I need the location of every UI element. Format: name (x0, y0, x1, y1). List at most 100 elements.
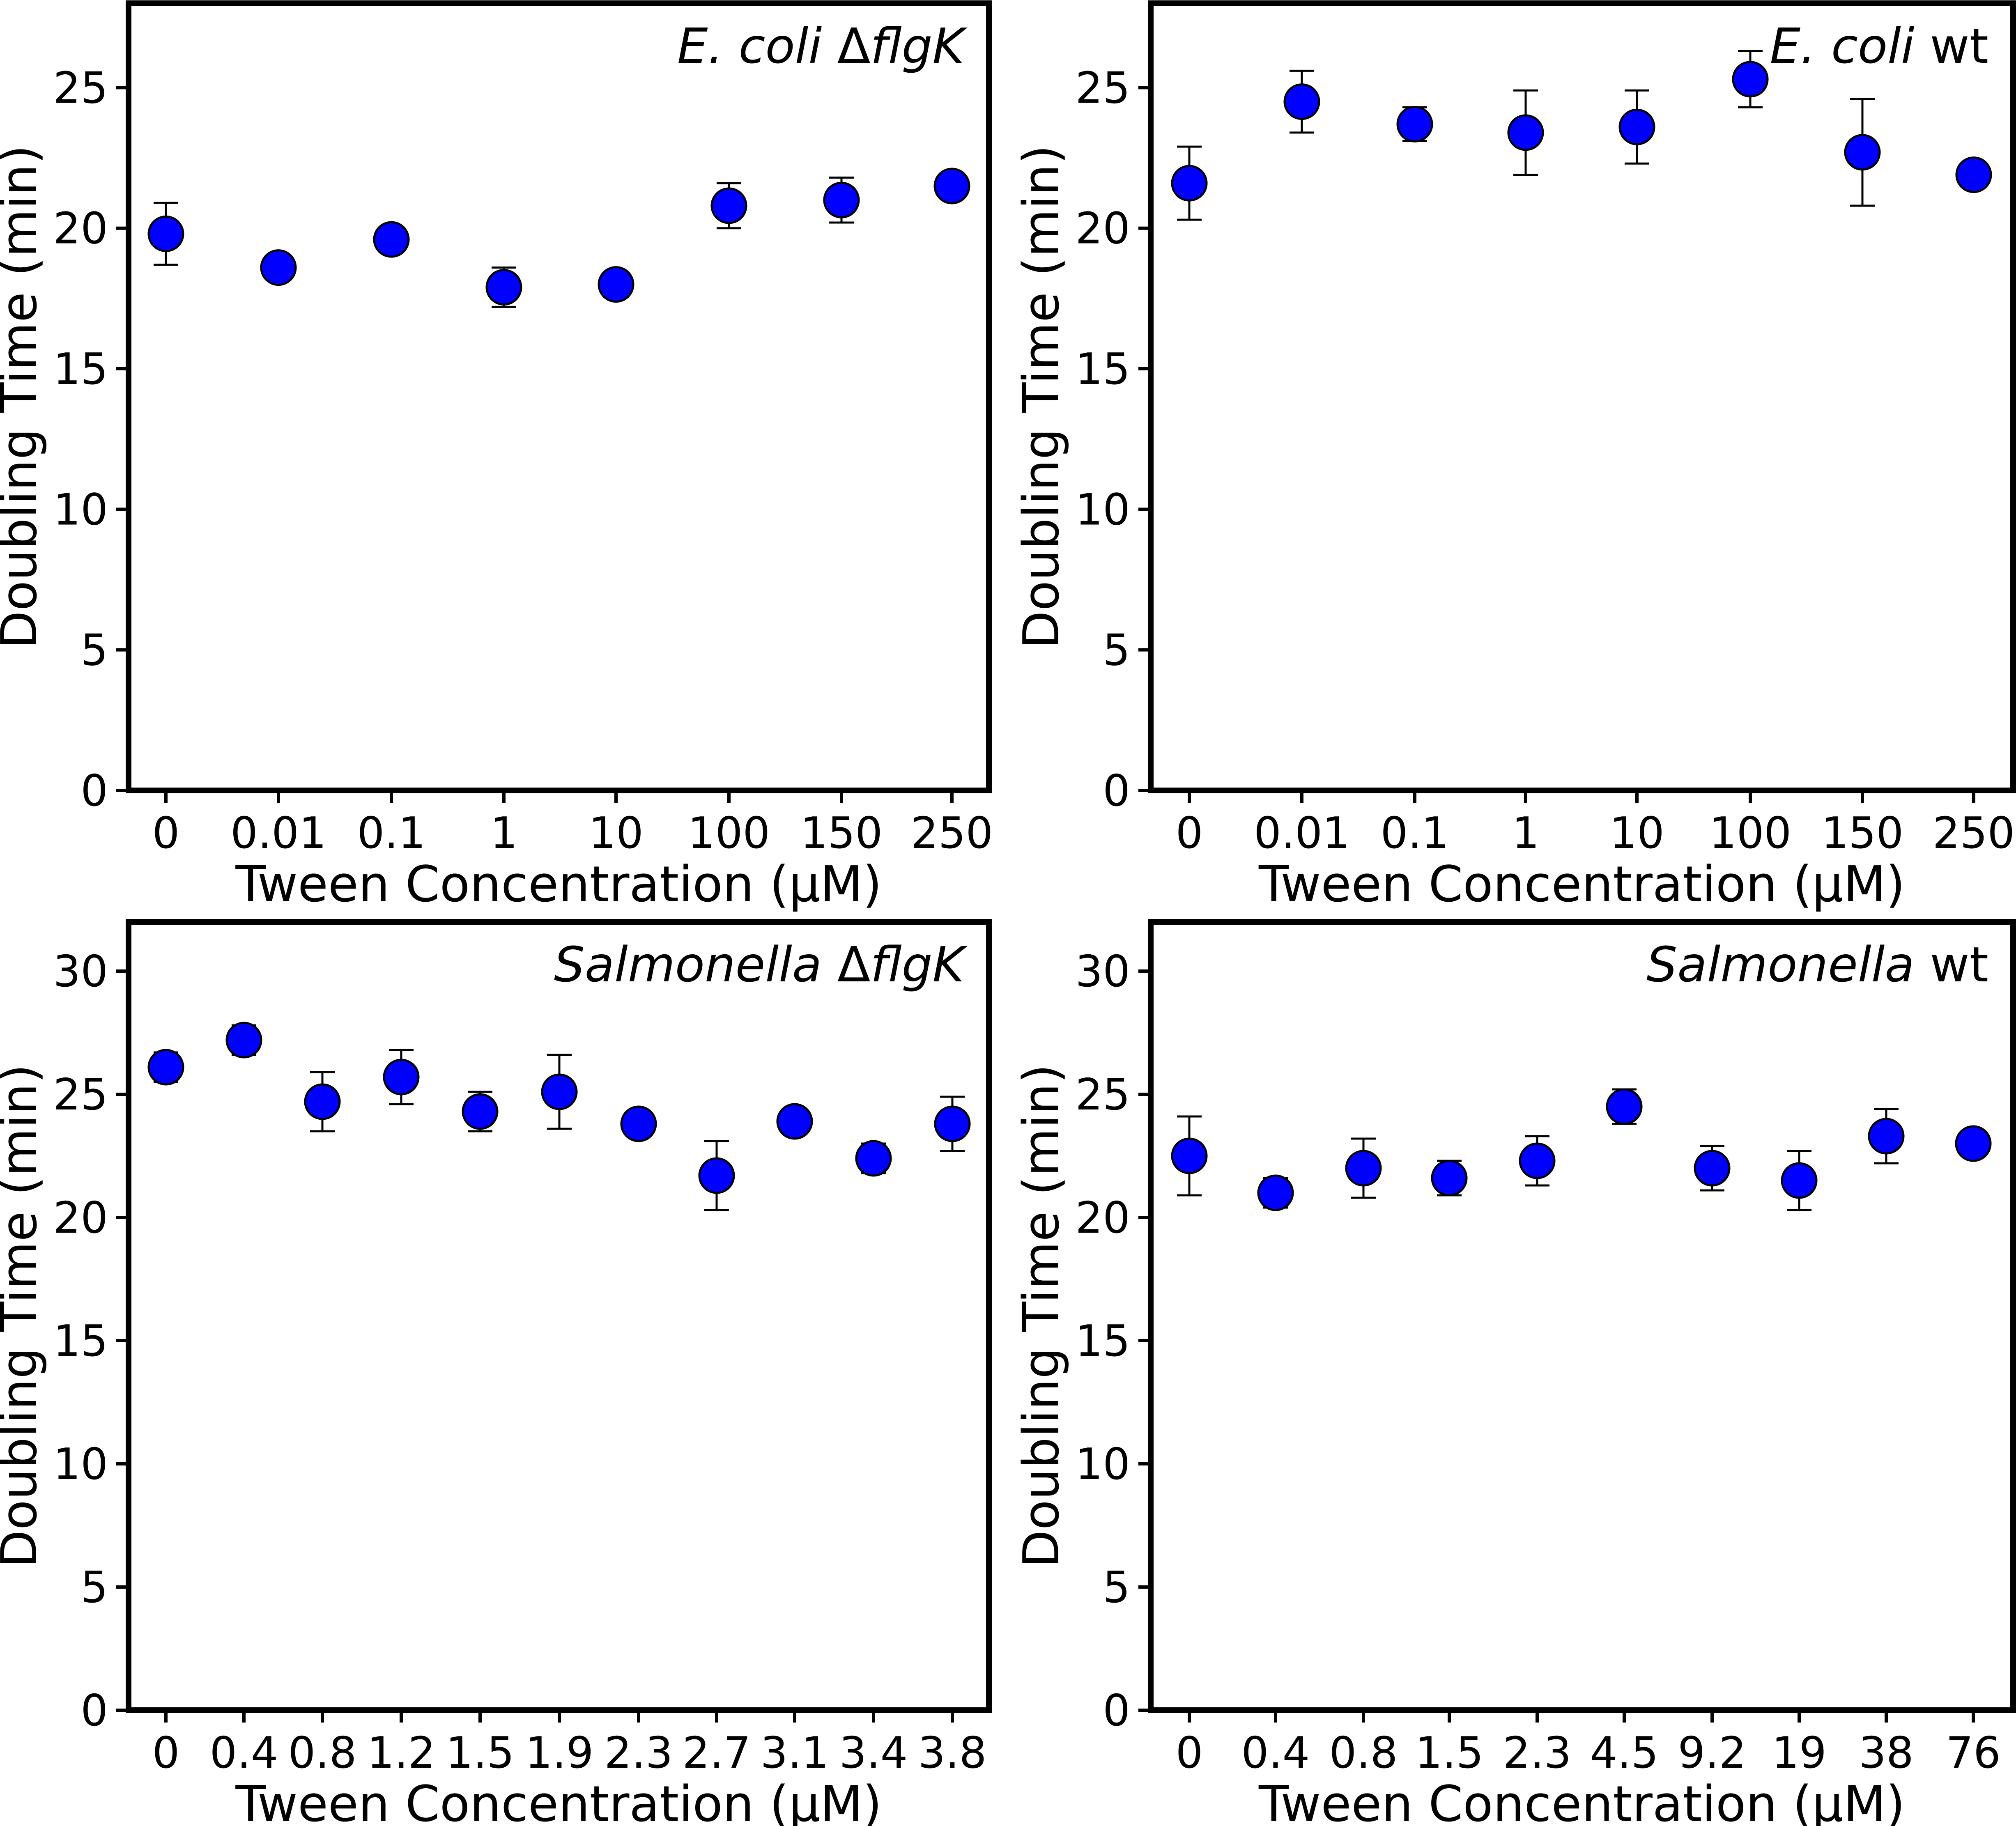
x-axis-label: Tween Concentration (μM) (235, 856, 882, 913)
data-point (383, 1059, 420, 1096)
x-tick-label: 0.4 (1241, 1728, 1310, 1778)
plot-frame (1148, 919, 2016, 1713)
y-tick-label: 15 (1075, 344, 1130, 394)
data-point (260, 249, 297, 286)
data-point (1507, 114, 1544, 151)
y-tick-label: 10 (1075, 1439, 1130, 1489)
y-tick-label: 20 (1075, 1193, 1130, 1243)
x-tick-label: 0.8 (288, 1728, 357, 1778)
y-tick-label: 0 (80, 1686, 108, 1736)
data-point (1868, 1118, 1905, 1155)
x-tick-label: 3.8 (918, 1728, 987, 1778)
data-point (304, 1083, 341, 1120)
y-tick-label: 10 (53, 1439, 108, 1489)
data-point (1431, 1160, 1468, 1197)
x-axis-label: Tween Concentration (μM) (235, 1776, 882, 1826)
y-tick-label: 20 (53, 204, 108, 254)
data-point (698, 1157, 735, 1194)
y-tick-label: 5 (80, 625, 108, 675)
y-tick-label: 25 (53, 63, 108, 113)
y-tick-label: 10 (53, 485, 108, 535)
x-tick-label: 0 (152, 808, 180, 858)
data-point (1955, 1125, 1992, 1162)
x-tick-label: 0 (1176, 1728, 1203, 1778)
data-point (933, 168, 970, 204)
data-point (776, 1103, 813, 1140)
y-tick-label: 5 (1103, 625, 1130, 675)
x-tick-label: 4.5 (1590, 1728, 1659, 1778)
data-point (1618, 108, 1655, 145)
panel-title-part: Δ (837, 18, 871, 74)
data-point (485, 269, 522, 305)
panel-title-part: Δ (837, 936, 871, 993)
panel-title-part: flgK (870, 18, 968, 74)
data-point (1955, 156, 1992, 193)
y-tick-label: 0 (1103, 1686, 1130, 1736)
y-tick-label: 25 (1075, 1070, 1130, 1120)
data-point (1171, 165, 1208, 202)
x-tick-label: 0 (152, 1728, 180, 1778)
data-point (1694, 1150, 1731, 1187)
x-tick-label: 100 (1709, 808, 1791, 858)
y-axis-label: Doubling Time (min) (1013, 1064, 1070, 1568)
x-tick-label: 1 (490, 808, 518, 858)
panel-title-part: wt (1915, 18, 1988, 74)
plot-frame (126, 0, 992, 793)
chart-panel-4: 0 5 10 15 20 25 30 0 0.4 0.8 1.5 2.3 4.5 9.2 19 38 76 Twe… (1013, 919, 2016, 1826)
data-point (1732, 61, 1769, 98)
data-point (462, 1093, 499, 1130)
x-tick-label: 1.9 (525, 1728, 594, 1778)
data-point (1396, 106, 1433, 142)
x-tick-label: 38 (1859, 1728, 1914, 1778)
y-tick-label: 20 (53, 1193, 108, 1243)
y-tick-label: 15 (53, 1316, 108, 1366)
data-point (1606, 1088, 1643, 1125)
panel-title-part: wt (1915, 936, 1988, 993)
chart-panel-3: 0 5 10 15 20 25 30 0 0.4 0.8 1.2 1.5 1.9 2.3 2.7 3.1 3.4… (0, 919, 992, 1826)
panel-title-part: E. coli (677, 18, 837, 74)
x-tick-label: 1.5 (1415, 1728, 1484, 1778)
y-tick-label: 5 (1103, 1562, 1130, 1612)
y-tick-label: 20 (1075, 204, 1130, 254)
data-point (710, 187, 747, 224)
data-point (823, 181, 860, 218)
data-point (1171, 1137, 1208, 1174)
x-tick-label: 2.7 (683, 1728, 751, 1778)
data-point (598, 266, 634, 303)
panel-title: E. coli ΔflgK (677, 18, 968, 74)
x-tick-label: 3.1 (761, 1728, 829, 1778)
y-axis-label: Doubling Time (min) (1013, 145, 1070, 649)
x-tick-label: 19 (1772, 1728, 1827, 1778)
y-tick-label: 5 (80, 1562, 108, 1612)
x-tick-label: 150 (800, 808, 883, 858)
data-point (225, 1022, 262, 1059)
data-point (373, 221, 410, 258)
panel-title: Salmonella ΔflgK (554, 936, 968, 993)
y-tick-label: 10 (1075, 485, 1130, 535)
data-point (620, 1105, 657, 1142)
data-point (1283, 83, 1320, 120)
x-tick-label: 0.1 (357, 808, 426, 858)
y-axis-label: Doubling Time (min) (0, 145, 48, 649)
y-tick-label: 15 (53, 344, 108, 394)
x-tick-label: 10 (588, 808, 644, 858)
x-tick-label: 100 (688, 808, 770, 858)
data-point (1257, 1174, 1294, 1211)
data-point (147, 1049, 184, 1086)
x-tick-label: 1.5 (446, 1728, 515, 1778)
y-tick-label: 30 (53, 946, 108, 997)
panel-title-part: Salmonella (1646, 936, 1914, 993)
x-tick-label: 250 (911, 808, 993, 858)
x-tick-label: 9.2 (1678, 1728, 1747, 1778)
panel-title-part: E. coli (1770, 18, 1914, 74)
data-point (934, 1105, 971, 1142)
x-tick-label: 150 (1821, 808, 1903, 858)
y-tick-label: 15 (1075, 1316, 1130, 1366)
x-tick-label: 0.01 (1254, 808, 1350, 858)
x-tick-label: 2.3 (1503, 1728, 1572, 1778)
x-tick-label: 250 (1933, 808, 2015, 858)
y-tick-label: 25 (53, 1070, 108, 1120)
